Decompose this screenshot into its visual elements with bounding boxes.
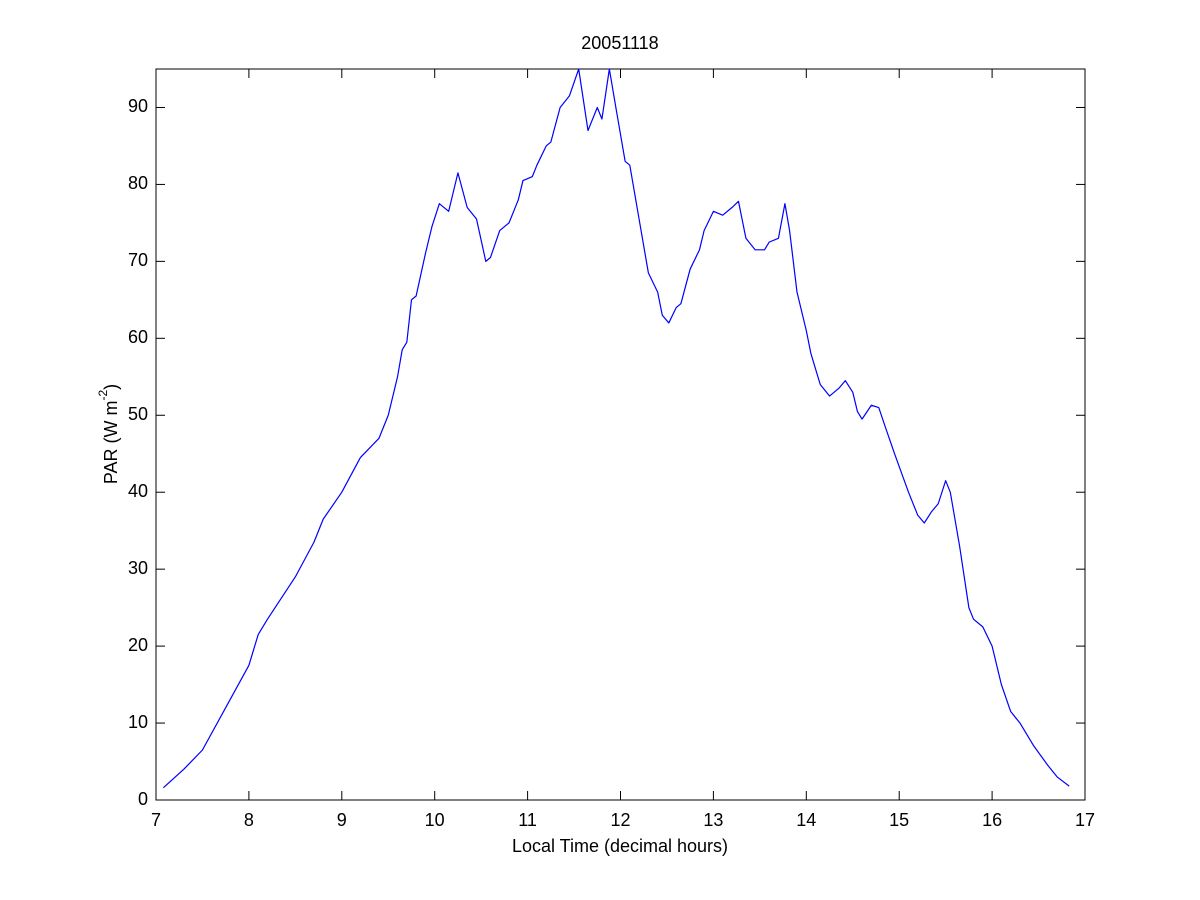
y-axis-label-text: PAR (W m	[101, 401, 121, 485]
y-axis-label-text: )	[101, 384, 121, 390]
x-axis-label: Local Time (decimal hours)	[512, 836, 728, 856]
x-tick-label: 14	[796, 810, 816, 830]
y-tick-label: 90	[128, 96, 148, 116]
chart-title: 20051118	[581, 33, 658, 53]
x-tick-label: 15	[889, 810, 909, 830]
y-axis-label-superscript: -2	[96, 390, 110, 401]
data-line	[163, 68, 1070, 789]
x-tick-label: 13	[703, 810, 723, 830]
y-tick-label: 50	[128, 404, 148, 424]
x-tick-label: 9	[337, 810, 347, 830]
y-tick-label: 20	[128, 635, 148, 655]
x-tick-label: 12	[610, 810, 630, 830]
y-tick-label: 10	[128, 712, 148, 732]
y-tick-label: 30	[128, 558, 148, 578]
y-tick-label: 80	[128, 173, 148, 193]
plot-area	[155, 68, 1086, 801]
x-tick-label: 16	[982, 810, 1002, 830]
x-tick-label: 10	[425, 810, 445, 830]
y-tick-label: 60	[128, 327, 148, 347]
y-tick-label: 0	[138, 789, 148, 809]
x-tick-label: 17	[1075, 810, 1095, 830]
y-tick-label: 40	[128, 481, 148, 501]
y-axis-label: PAR (W m-2)	[96, 384, 121, 484]
x-tick-label: 8	[244, 810, 254, 830]
x-tick-label: 11	[518, 810, 537, 830]
x-tick-label: 7	[151, 810, 161, 830]
y-tick-label: 70	[128, 250, 148, 270]
